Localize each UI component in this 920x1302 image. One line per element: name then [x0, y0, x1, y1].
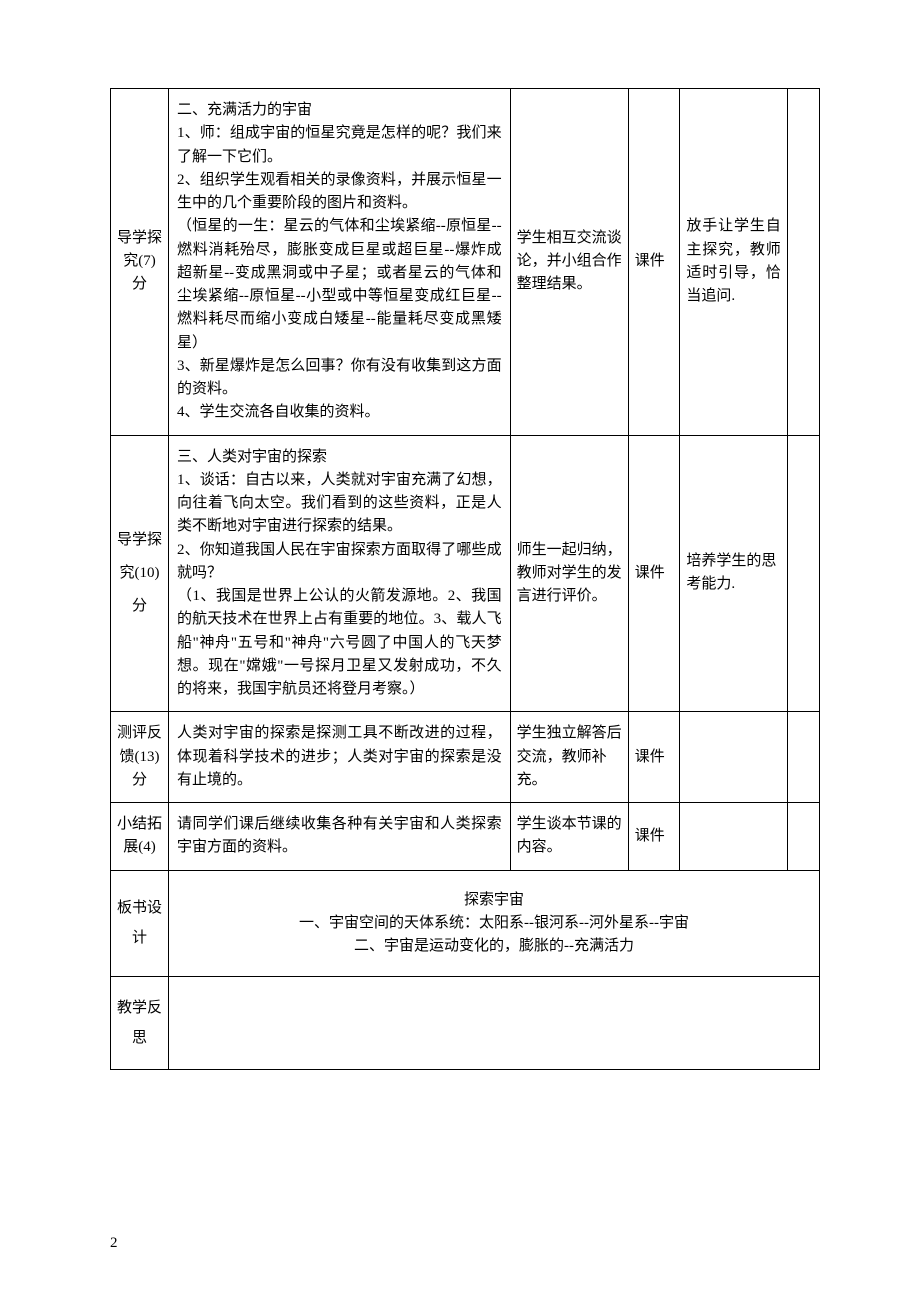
- phase-cell: 测评反馈(13)分: [111, 712, 169, 803]
- note-cell: [787, 712, 819, 803]
- reflection-label: 教学反思: [117, 1000, 162, 1046]
- teacher-text: 二、充满活力的宇宙 1、师：组成宇宙的恒星究竟是怎样的呢？我们来了解一下它们。 …: [177, 102, 502, 420]
- table-row: 测评反馈(13)分 人类对宇宙的探索是探测工具不断改进的过程，体现着科学技术的进…: [111, 712, 820, 803]
- board-design-row: 板书设计 探索宇宙 一、宇宙空间的天体系统：太阳系--银河系--河外星系--宇宙…: [111, 870, 820, 977]
- student-text: 学生谈本节课的内容。: [517, 816, 622, 855]
- phase-label: 导学探究(7)分: [117, 230, 162, 293]
- design-intent-cell: 放手让学生自主探究，教师适时引导，恰当追问.: [680, 89, 787, 436]
- student-text: 学生相互交流谈论，并小组合作整理结果。: [517, 230, 622, 293]
- student-activity-cell: 学生谈本节课的内容。: [510, 803, 628, 871]
- design-intent-cell: [680, 803, 787, 871]
- reflection-row: 教学反思: [111, 977, 820, 1070]
- lesson-plan-table: 导学探究(7)分 二、充满活力的宇宙 1、师：组成宇宙的恒星究竟是怎样的呢？我们…: [110, 88, 820, 1070]
- media-text: 课件: [635, 749, 665, 765]
- media-cell: 课件: [628, 89, 680, 436]
- reflection-label-cell: 教学反思: [111, 977, 169, 1070]
- table-row: 导学探究(7)分 二、充满活力的宇宙 1、师：组成宇宙的恒星究竟是怎样的呢？我们…: [111, 89, 820, 436]
- teacher-activity-cell: 请同学们课后继续收集各种有关宇宙和人类探索宇宙方面的资料。: [169, 803, 511, 871]
- teacher-text: 三、人类对宇宙的探索 1、谈话：自古以来，人类就对宇宙充满了幻想，向往着飞向太空…: [177, 449, 502, 698]
- board-design-label: 板书设计: [117, 900, 162, 946]
- board-line-1: 一、宇宙空间的天体系统：太阳系--银河系--河外星系--宇宙: [179, 912, 809, 935]
- teacher-text: 人类对宇宙的探索是探测工具不断改进的过程，体现着科学技术的进步；人类对宇宙的探索…: [177, 725, 502, 788]
- student-text: 师生一起归纳，教师对学生的发言进行评价。: [517, 542, 622, 605]
- phase-label: 小结拓展(4): [117, 816, 162, 855]
- design-text: 培养学生的思考能力.: [686, 553, 776, 592]
- media-text: 课件: [635, 253, 665, 269]
- table-row: 小结拓展(4) 请同学们课后继续收集各种有关宇宙和人类探索宇宙方面的资料。 学生…: [111, 803, 820, 871]
- media-cell: 课件: [628, 803, 680, 871]
- media-text: 课件: [635, 828, 665, 844]
- teacher-activity-cell: 人类对宇宙的探索是探测工具不断改进的过程，体现着科学技术的进步；人类对宇宙的探索…: [169, 712, 511, 803]
- board-line-2: 二、宇宙是运动变化的，膨胀的--充满活力: [179, 935, 809, 958]
- media-cell: 课件: [628, 712, 680, 803]
- board-title: 探索宇宙: [179, 889, 809, 912]
- table-row: 导学探究(10)分 三、人类对宇宙的探索 1、谈话：自古以来，人类就对宇宙充满了…: [111, 435, 820, 712]
- phase-label: 导学探究(10)分: [117, 532, 162, 614]
- phase-cell: 导学探究(7)分: [111, 89, 169, 436]
- phase-label: 测评反馈(13)分: [117, 725, 162, 788]
- design-intent-cell: [680, 712, 787, 803]
- student-text: 学生独立解答后交流，教师补充。: [517, 725, 622, 788]
- note-cell: [787, 89, 819, 436]
- board-design-content-cell: 探索宇宙 一、宇宙空间的天体系统：太阳系--银河系--河外星系--宇宙 二、宇宙…: [169, 870, 820, 977]
- teacher-text: 请同学们课后继续收集各种有关宇宙和人类探索宇宙方面的资料。: [177, 816, 502, 855]
- design-text: 放手让学生自主探究，教师适时引导，恰当追问.: [686, 218, 780, 304]
- teacher-activity-cell: 二、充满活力的宇宙 1、师：组成宇宙的恒星究竟是怎样的呢？我们来了解一下它们。 …: [169, 89, 511, 436]
- media-text: 课件: [635, 565, 665, 581]
- design-intent-cell: 培养学生的思考能力.: [680, 435, 787, 712]
- note-cell: [787, 803, 819, 871]
- reflection-content-cell: [169, 977, 820, 1070]
- student-activity-cell: 师生一起归纳，教师对学生的发言进行评价。: [510, 435, 628, 712]
- teacher-activity-cell: 三、人类对宇宙的探索 1、谈话：自古以来，人类就对宇宙充满了幻想，向往着飞向太空…: [169, 435, 511, 712]
- page-number: 2: [110, 1235, 118, 1252]
- student-activity-cell: 学生独立解答后交流，教师补充。: [510, 712, 628, 803]
- board-design-label-cell: 板书设计: [111, 870, 169, 977]
- phase-cell: 导学探究(10)分: [111, 435, 169, 712]
- media-cell: 课件: [628, 435, 680, 712]
- note-cell: [787, 435, 819, 712]
- student-activity-cell: 学生相互交流谈论，并小组合作整理结果。: [510, 89, 628, 436]
- phase-cell: 小结拓展(4): [111, 803, 169, 871]
